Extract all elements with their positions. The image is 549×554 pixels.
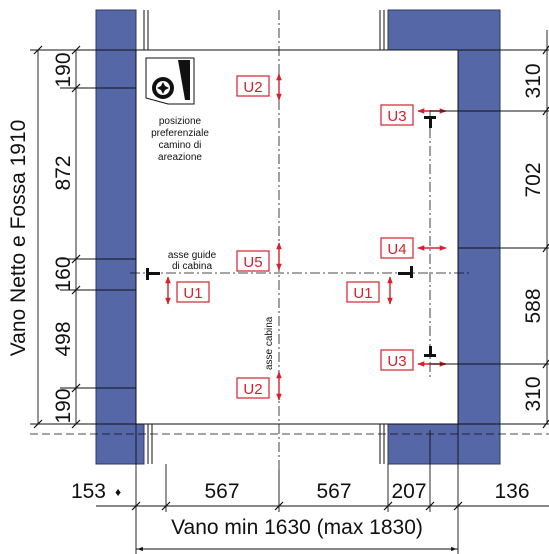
right-seg-4: 310 xyxy=(522,376,545,411)
left-seg-3: 160 xyxy=(52,256,75,291)
marker-diamond: ♦ xyxy=(115,485,121,499)
guide-axis-label-1: asse guide xyxy=(168,250,217,261)
fan-icon xyxy=(145,57,195,105)
vent-note-line-2: preferenziale xyxy=(151,128,209,139)
marker-u2-top: U2 xyxy=(236,73,282,101)
bottom-seg-1: 153 xyxy=(71,480,106,503)
marker-u1-right: U1 xyxy=(346,276,393,305)
right-seg-1: 310 xyxy=(522,63,545,98)
svg-text:U3: U3 xyxy=(387,108,406,125)
left-seg-4: 498 xyxy=(52,321,75,356)
right-seg-2: 702 xyxy=(522,162,545,197)
bottom-total-label: Vano min 1630 (max 1830) xyxy=(171,516,423,539)
door-opening-top xyxy=(143,10,385,50)
cabin-axis-label: asse cabina xyxy=(264,316,275,370)
right-bottom-wall xyxy=(387,423,501,465)
left-wall xyxy=(95,9,137,465)
right-wall xyxy=(457,49,501,425)
right-top-wall xyxy=(387,9,501,51)
guide-rail-icon xyxy=(146,116,436,357)
bottom-seg-5: 136 xyxy=(494,480,529,503)
marker-u5: U5 xyxy=(236,242,282,272)
vent-note-line-3: camino di xyxy=(159,140,202,151)
left-seg-2: 872 xyxy=(52,155,75,190)
svg-text:U2: U2 xyxy=(243,79,262,96)
bottom-seg-2: 567 xyxy=(204,480,239,503)
svg-text:U1: U1 xyxy=(183,285,202,302)
marker-u4: U4 xyxy=(380,237,447,259)
svg-text:U3: U3 xyxy=(387,353,406,370)
left-dimension-chain xyxy=(30,45,136,429)
right-dimension-chain xyxy=(430,30,549,429)
left-total-label: Vano Netto e Fossa 1910 xyxy=(7,120,30,357)
svg-text:U1: U1 xyxy=(353,285,372,302)
left-bottom-sill xyxy=(95,423,145,465)
guide-axis-label-2: di cabina xyxy=(172,261,212,272)
bottom-seg-4: 207 xyxy=(391,480,426,503)
marker-u3-bottom: U3 xyxy=(380,349,447,371)
door-opening-bottom xyxy=(147,424,385,464)
right-seg-3: 588 xyxy=(522,288,545,323)
marker-u2-bottom: U2 xyxy=(236,371,282,401)
svg-text:U2: U2 xyxy=(243,381,262,398)
svg-text:U5: U5 xyxy=(243,254,262,271)
vent-note-line-4: areazione xyxy=(158,152,202,163)
vent-note-line-1: posizione xyxy=(159,116,202,127)
markers: U2 U3 U5 U4 U1 U1 U3 xyxy=(165,73,447,401)
svg-text:U4: U4 xyxy=(387,241,406,258)
bottom-seg-3: 567 xyxy=(316,480,351,503)
left-seg-1: 190 xyxy=(52,52,75,87)
marker-u1-left: U1 xyxy=(165,276,210,305)
left-seg-5: 190 xyxy=(52,388,75,423)
